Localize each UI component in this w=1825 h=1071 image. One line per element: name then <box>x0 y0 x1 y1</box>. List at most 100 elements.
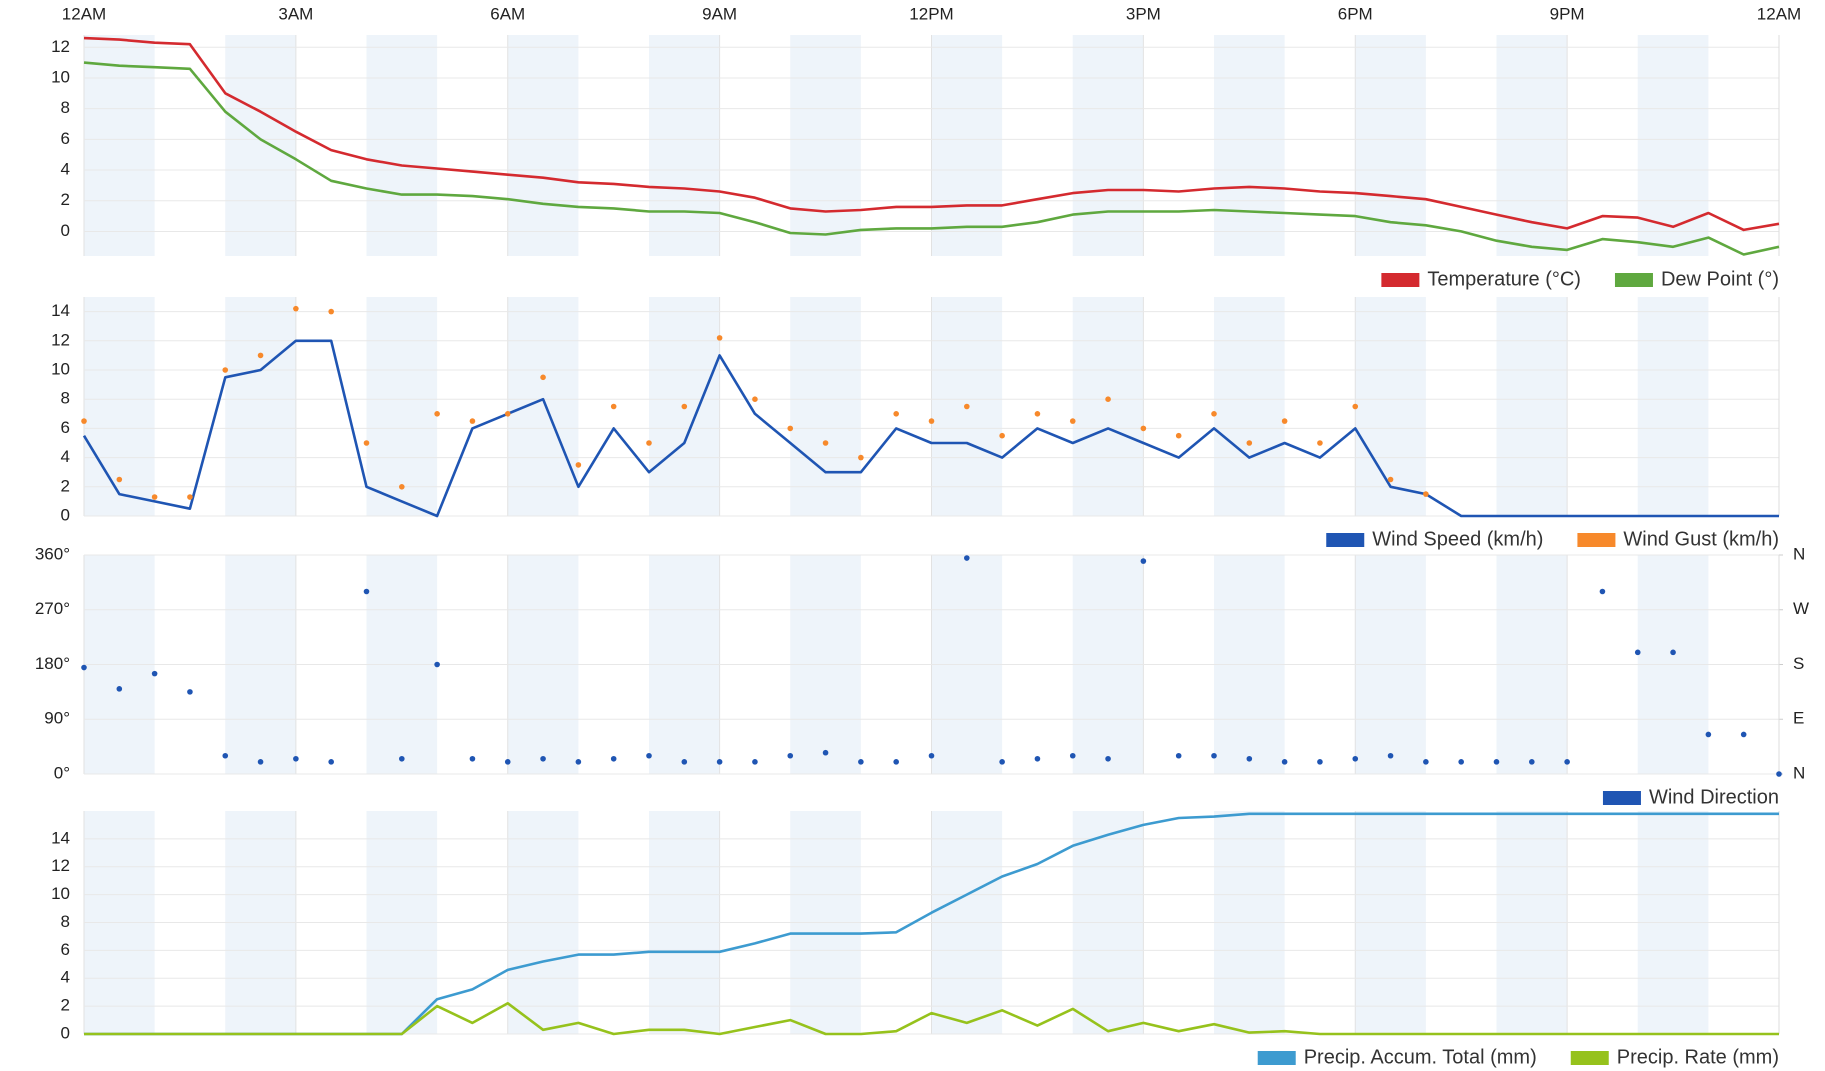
legend-label: Precip. Rate (mm) <box>1617 1046 1779 1068</box>
x-tick-label: 12AM <box>62 4 106 23</box>
point <box>1670 649 1676 656</box>
point <box>893 759 899 765</box>
point <box>81 418 87 424</box>
legend-swatch <box>1326 533 1365 547</box>
y-tick-label: 6 <box>61 129 70 148</box>
series-line <box>83 36 1780 232</box>
y-tick-label: 8 <box>61 98 70 117</box>
point <box>1352 755 1359 762</box>
point <box>1105 755 1111 762</box>
point <box>328 759 334 765</box>
point <box>893 411 899 417</box>
point <box>575 759 582 765</box>
band <box>84 297 155 516</box>
point <box>1211 752 1217 759</box>
series-line <box>83 61 1780 256</box>
point <box>1599 588 1606 595</box>
point <box>293 305 299 312</box>
point <box>434 661 440 668</box>
band <box>1214 297 1285 516</box>
legend-swatch <box>1257 1051 1296 1065</box>
point <box>999 759 1005 765</box>
point <box>1069 418 1076 424</box>
legend-label: Wind Gust (km/h) <box>1623 528 1779 550</box>
x-tick-label: 9PM <box>1550 4 1585 23</box>
band <box>225 297 296 516</box>
point <box>752 396 758 403</box>
band <box>1496 35 1568 256</box>
y-tick-label: 270° <box>35 599 70 618</box>
point <box>646 752 652 759</box>
point <box>257 352 264 359</box>
y-tick-label: 14 <box>51 828 70 847</box>
y-tick-label: 10 <box>51 884 70 903</box>
y2-tick-label: N <box>1793 763 1805 782</box>
x-tick-label: 6AM <box>490 4 525 23</box>
band <box>1637 35 1709 256</box>
y-tick-label: 12 <box>51 330 70 349</box>
point <box>504 411 511 417</box>
point <box>81 664 87 671</box>
series-line <box>84 1002 1779 1036</box>
point <box>1246 440 1253 446</box>
point <box>222 367 229 373</box>
x-tick-label: 9AM <box>702 4 737 23</box>
point <box>1493 759 1500 765</box>
band <box>1214 35 1285 256</box>
point <box>858 759 864 765</box>
band <box>1072 35 1144 256</box>
y-tick-label: 14 <box>51 301 70 320</box>
point <box>1776 771 1782 777</box>
band <box>507 297 579 516</box>
point <box>540 374 546 381</box>
point <box>752 759 758 765</box>
band <box>790 35 861 256</box>
point <box>1034 411 1041 417</box>
point <box>399 755 405 762</box>
point <box>1458 759 1464 765</box>
band <box>1637 297 1709 516</box>
point <box>1140 425 1147 432</box>
y-tick-label: 0 <box>61 505 70 524</box>
point <box>787 425 794 432</box>
point <box>504 759 511 765</box>
point <box>257 759 264 765</box>
y-tick-label: 8 <box>61 912 70 931</box>
band <box>84 35 155 256</box>
y2-tick-label: N <box>1793 544 1805 563</box>
y2-tick-label: S <box>1793 654 1804 673</box>
band <box>790 297 861 516</box>
y-tick-label: 8 <box>61 389 70 408</box>
point <box>928 418 935 424</box>
y-tick-label: 6 <box>61 418 70 437</box>
point <box>822 440 829 446</box>
point <box>116 686 123 692</box>
point <box>1281 759 1288 765</box>
point <box>1317 759 1323 765</box>
x-tick-label: 12AM <box>1757 4 1801 23</box>
y-tick-label: 0 <box>61 221 70 240</box>
legend-label: Dew Point (°) <box>1661 268 1779 290</box>
point <box>1175 752 1182 759</box>
point <box>1634 649 1641 656</box>
y-tick-label: 0 <box>61 1023 70 1042</box>
legend-label: Temperature (°C) <box>1427 268 1581 290</box>
point <box>1281 418 1288 424</box>
y-tick-label: 0° <box>54 763 70 782</box>
y-tick-label: 4 <box>61 447 70 466</box>
legend-label: Precip. Accum. Total (mm) <box>1304 1046 1537 1068</box>
point <box>716 759 723 765</box>
point <box>469 755 476 762</box>
y-tick-label: 2 <box>61 190 70 209</box>
legend-swatch <box>1614 273 1653 287</box>
point <box>1246 755 1253 762</box>
y2-tick-label: E <box>1793 709 1804 728</box>
y-tick-label: 2 <box>61 996 70 1015</box>
x-tick-label: 6PM <box>1338 4 1373 23</box>
point <box>187 689 193 695</box>
y-tick-label: 180° <box>35 654 70 673</box>
point <box>999 432 1005 439</box>
band <box>225 35 296 256</box>
y-tick-label: 4 <box>61 968 70 987</box>
